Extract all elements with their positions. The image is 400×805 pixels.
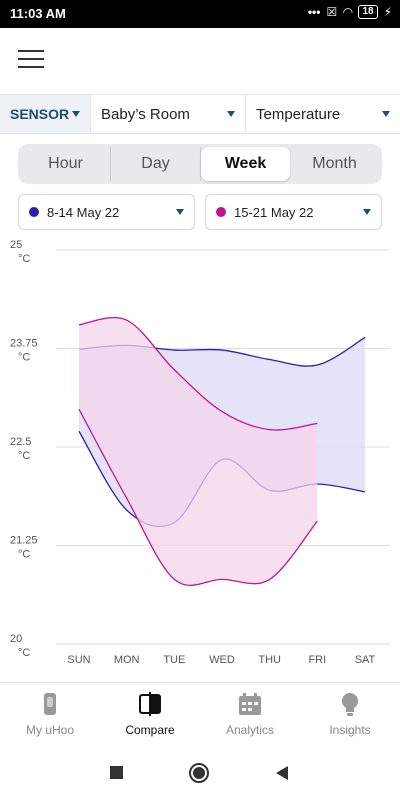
y-tick-unit: °C (18, 253, 30, 265)
nav-my-uhoo-label: My uHoo (25, 722, 75, 737)
status-time: 11:03 AM (10, 6, 66, 21)
compare-icon (139, 691, 161, 716)
tab-day[interactable]: Day (111, 147, 201, 181)
metric-label: Temperature (256, 105, 341, 123)
time-period-tabs: Hour Day Week Month (18, 144, 382, 184)
calendar-icon (239, 692, 261, 715)
status-icons: ••• ☒ ◠ 18 ⚡ (308, 5, 392, 19)
y-tick-label: 22.5 (10, 436, 31, 448)
battery-icon: 18 (358, 5, 378, 19)
series-1-min-line (78, 408, 318, 586)
x-tick-label: SUN (67, 654, 90, 666)
y-tick-unit: °C (18, 450, 30, 462)
chevron-down-icon (176, 209, 184, 215)
date-range-b-dropdown[interactable]: 15-21 May 22 (205, 194, 382, 230)
date-range-a-label: 8-14 May 22 (47, 204, 120, 220)
nav-compare-label: Compare (125, 722, 175, 737)
series-a-dot-icon (29, 207, 39, 217)
temperature-chart: 25 °C 23.75 °C 22.5 °C 21.25 °C 20 °C SUN MON TUE WED… (10, 239, 390, 666)
room-label: Baby’s Room (101, 105, 190, 123)
system-nav-bar (0, 744, 400, 800)
y-tick-unit: °C (18, 352, 30, 364)
nav-analytics[interactable]: Analytics (200, 683, 300, 744)
date-range-b-label: 15-21 May 22 (234, 204, 314, 220)
nav-analytics-label: Analytics (225, 722, 275, 737)
nav-insights[interactable]: Insights (300, 683, 400, 744)
sensor-dropdown[interactable]: SENSOR (0, 95, 91, 133)
nav-my-uhoo[interactable]: My uHoo (0, 683, 100, 744)
home-button[interactable] (189, 763, 209, 783)
chevron-down-icon (382, 111, 390, 117)
metric-dropdown[interactable]: Temperature (246, 95, 400, 133)
y-tick-unit: °C (18, 549, 30, 561)
tab-week[interactable]: Week (201, 147, 290, 181)
x-tick-label: MON (114, 654, 140, 666)
lightbulb-icon (342, 692, 358, 716)
series-b-dot-icon (216, 207, 226, 217)
series-1-band (79, 317, 318, 586)
menu-icon[interactable] (18, 50, 44, 70)
selector-bar: SENSOR Baby’s Room Temperature (0, 94, 400, 134)
bottom-nav: My uHoo Compare Analytics Insights (0, 682, 400, 744)
date-range-a-dropdown[interactable]: 8-14 May 22 (18, 194, 195, 230)
app-bar (0, 28, 400, 90)
room-dropdown[interactable]: Baby’s Room (91, 95, 246, 133)
y-tick-unit: °C (18, 647, 30, 659)
sensor-label: SENSOR (10, 106, 70, 122)
tab-hour[interactable]: Hour (21, 147, 111, 181)
recents-button[interactable] (110, 766, 123, 779)
x-tick-label: THU (258, 654, 281, 666)
chevron-down-icon (72, 111, 80, 117)
notification-dots: ••• (307, 5, 321, 19)
series-1-max-line (78, 316, 318, 431)
nav-compare[interactable]: Compare (100, 683, 200, 744)
sensor-device-icon (44, 692, 56, 715)
wifi-icon: ◠ (343, 5, 353, 19)
x-tick-label: FRI (308, 654, 326, 666)
tab-month[interactable]: Month (312, 155, 357, 172)
sim-icon: ☒ (326, 5, 338, 19)
chevron-down-icon (363, 209, 371, 215)
status-bar: 11:03 AM ••• ☒ ◠ 18 ⚡ (0, 0, 400, 28)
y-tick-label: 21.25 (10, 535, 38, 547)
x-tick-label: WED (209, 654, 235, 666)
x-tick-label: SAT (355, 654, 376, 666)
chevron-down-icon (227, 111, 235, 117)
x-tick-label: TUE (163, 654, 185, 666)
y-tick-label: 25 (10, 239, 22, 251)
charging-icon: ⚡ (383, 5, 392, 19)
y-tick-label: 23.75 (10, 338, 38, 350)
back-button[interactable] (276, 766, 288, 780)
nav-insights-label: Insights (329, 722, 371, 737)
y-tick-label: 20 (10, 633, 22, 645)
